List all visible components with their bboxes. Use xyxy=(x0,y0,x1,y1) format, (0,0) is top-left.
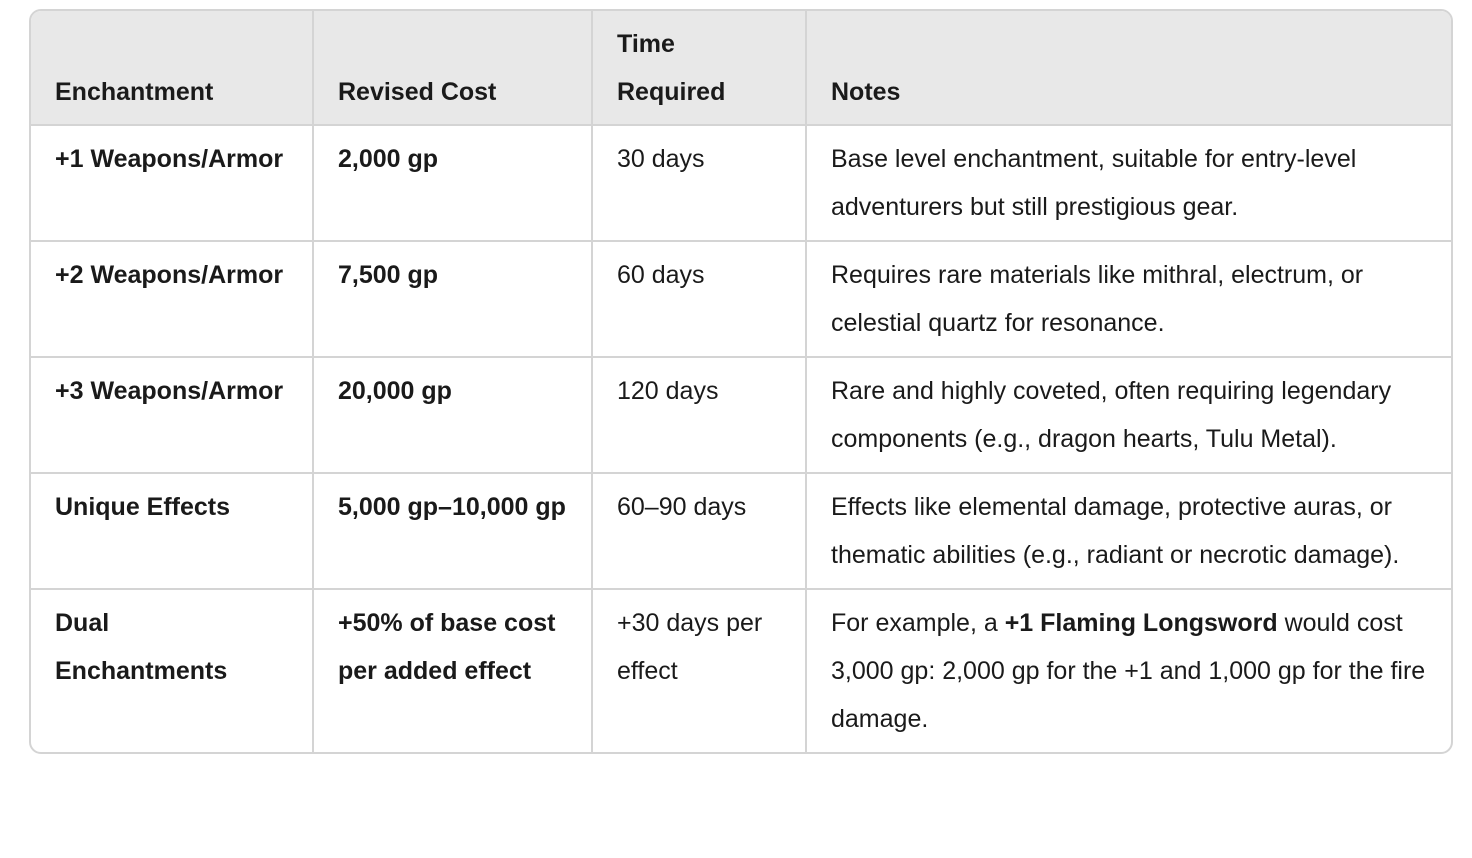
table-cell: 5,000 gp–10,000 gp xyxy=(312,472,592,589)
table-row: +3 Weapons/Armor 20,000 gp 120 days Rare an… xyxy=(31,356,1451,473)
text: For example, a xyxy=(831,609,1005,637)
table-cell: 2,000 gp xyxy=(312,124,592,241)
table-cell: 120 days xyxy=(591,356,806,473)
table-body: +1 Weapons/Armor 2,000 gp 30 days Base leve… xyxy=(31,124,1451,752)
header-cell: Enchantment xyxy=(31,11,313,125)
table-cell: Requires rare materials like mithral, el… xyxy=(805,240,1451,357)
table-row: +1 Weapons/Armor 2,000 gp 30 days Base leve… xyxy=(31,124,1451,241)
enchantment-table: Enchantment Revised Cost Time Required Note… xyxy=(31,11,1451,752)
table-cell: Unique Effects xyxy=(31,472,313,589)
table-cell: 60 days xyxy=(591,240,806,357)
table-cell: Dual Enchantments xyxy=(31,588,313,752)
table-header: Enchantment Revised Cost Time Required Note… xyxy=(31,11,1451,125)
table-container: Enchantment Revised Cost Time Required Note… xyxy=(29,9,1453,754)
table-cell: 30 days xyxy=(591,124,806,241)
table-cell: Rare and highly coveted, often requiring… xyxy=(805,356,1451,473)
header-row: Enchantment Revised Cost Time Required Note… xyxy=(31,11,1451,125)
table-cell: For example, a +1 Flaming Longsword woul… xyxy=(805,588,1451,752)
text: would cost 3,000 gp: 2,000 gp for the +1… xyxy=(831,609,1426,733)
table-cell: Effects like elemental damage, protectiv… xyxy=(805,472,1451,589)
table-row: +2 Weapons/Armor 7,500 gp 60 days Requires … xyxy=(31,240,1451,357)
table-cell: +1 Weapons/Armor xyxy=(31,124,313,241)
table-cell: 60–90 days xyxy=(591,472,806,589)
table-cell: +3 Weapons/Armor xyxy=(31,356,313,473)
table-cell: +50% of base cost per added effect xyxy=(312,588,592,752)
header-cell: Time Required xyxy=(591,11,806,125)
table-cell: 7,500 gp xyxy=(312,240,592,357)
bold-text: +1 Flaming Longsword xyxy=(1004,609,1278,637)
table-row: Dual Enchantments +50% of base cost per a… xyxy=(31,588,1451,752)
table-cell: 20,000 gp xyxy=(312,356,592,473)
header-cell: Revised Cost xyxy=(312,11,592,125)
header-cell: Notes xyxy=(805,11,1451,125)
table-row: Unique Effects 5,000 gp–10,000 gp 60–90 da… xyxy=(31,472,1451,589)
table-cell: Base level enchantment, suitable for ent… xyxy=(805,124,1451,241)
table-cell: +30 days per effect xyxy=(591,588,806,752)
table-cell: +2 Weapons/Armor xyxy=(31,240,313,357)
